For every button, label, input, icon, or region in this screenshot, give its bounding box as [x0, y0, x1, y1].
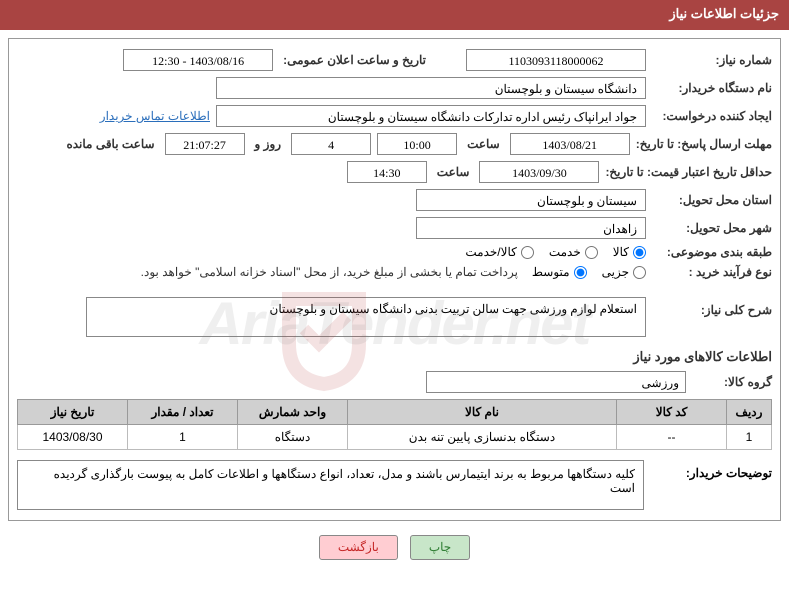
reply-time: 10:00	[377, 133, 457, 155]
buyer-label: نام دستگاه خریدار:	[652, 81, 772, 95]
radio-medium-input[interactable]	[574, 266, 587, 279]
reply-deadline-label: مهلت ارسال پاسخ: تا تاریخ:	[636, 137, 772, 151]
th-code: کد کالا	[617, 400, 727, 425]
radio-both[interactable]: کالا/خدمت	[465, 245, 533, 259]
radio-both-input[interactable]	[521, 246, 534, 259]
radio-partial[interactable]: جزیی	[602, 265, 646, 279]
back-button[interactable]: بازگشت	[319, 535, 398, 560]
radio-medium-label: متوسط	[532, 265, 570, 279]
validity-label: حداقل تاریخ اعتبار قیمت: تا تاریخ:	[605, 165, 772, 179]
row-process: نوع فرآیند خرید : جزیی متوسط پرداخت تمام…	[17, 265, 772, 279]
validity-time: 14:30	[347, 161, 427, 183]
th-name: نام کالا	[348, 400, 617, 425]
radio-partial-input[interactable]	[633, 266, 646, 279]
time-label-2: ساعت	[433, 165, 474, 179]
announce-value: 1403/08/16 - 12:30	[123, 49, 273, 71]
radio-service[interactable]: خدمت	[549, 245, 598, 259]
province-value: سیستان و بلوچستان	[416, 189, 646, 211]
category-label: طبقه بندی موضوعی:	[652, 245, 772, 259]
row-summary: شرح کلی نیاز: استعلام لوازم ورزشی جهت سا…	[17, 297, 772, 337]
radio-goods-label: کالا	[613, 245, 629, 259]
validity-date: 1403/09/30	[479, 161, 599, 183]
outer-container: AriaTender.net شماره نیاز: 1103093118000…	[0, 28, 789, 568]
group-label: گروه کالا:	[692, 375, 772, 389]
table-row: 1 -- دستگاه بدنسازی پایین تنه بدن دستگاه…	[18, 425, 772, 450]
items-section-header: اطلاعات کالاهای مورد نیاز	[17, 349, 772, 365]
page-title: جزئیات اطلاعات نیاز	[669, 6, 779, 21]
buyer-value: دانشگاه سیستان و بلوچستان	[216, 77, 646, 99]
row-buyer: نام دستگاه خریدار: دانشگاه سیستان و بلوچ…	[17, 77, 772, 99]
need-no-label: شماره نیاز:	[652, 53, 772, 67]
row-notes: توضیحات خریدار: کلیه دستگاهها مربوط به ب…	[17, 460, 772, 510]
days-and-label: روز و	[251, 137, 286, 151]
td-qty: 1	[128, 425, 238, 450]
remaining-label: ساعت باقی مانده	[62, 137, 158, 151]
province-label: استان محل تحویل:	[652, 193, 772, 207]
page-header: جزئیات اطلاعات نیاز	[0, 0, 789, 28]
radio-goods[interactable]: کالا	[613, 245, 646, 259]
row-need-number: شماره نیاز: 1103093118000062 تاریخ و ساع…	[17, 49, 772, 71]
row-validity: حداقل تاریخ اعتبار قیمت: تا تاریخ: 1403/…	[17, 161, 772, 183]
radio-goods-input[interactable]	[633, 246, 646, 259]
radio-service-input[interactable]	[585, 246, 598, 259]
radio-both-label: کالا/خدمت	[465, 245, 516, 259]
th-date: تاریخ نیاز	[18, 400, 128, 425]
button-row: چاپ بازگشت	[8, 535, 781, 560]
table-header-row: ردیف کد کالا نام کالا واحد شمارش تعداد /…	[18, 400, 772, 425]
radio-service-label: خدمت	[549, 245, 581, 259]
notes-value: کلیه دستگاهها مربوط به برند ایتیمارس باش…	[17, 460, 644, 510]
row-city: شهر محل تحویل: زاهدان	[17, 217, 772, 239]
radio-medium[interactable]: متوسط	[532, 265, 587, 279]
main-panel: AriaTender.net شماره نیاز: 1103093118000…	[8, 38, 781, 521]
items-table: ردیف کد کالا نام کالا واحد شمارش تعداد /…	[17, 399, 772, 450]
row-group: گروه کالا: ورزشی	[17, 371, 772, 393]
requester-value: جواد ایرانپاک رئیس اداره تدارکات دانشگاه…	[216, 105, 646, 127]
announce-label: تاریخ و ساعت اعلان عمومی:	[279, 53, 430, 67]
city-value: زاهدان	[416, 217, 646, 239]
reply-date: 1403/08/21	[510, 133, 630, 155]
contact-link[interactable]: اطلاعات تماس خریدار	[100, 109, 210, 123]
process-radio-group: جزیی متوسط	[532, 265, 646, 279]
process-note: پرداخت تمام یا بخشی از مبلغ خرید، از محل…	[141, 265, 518, 279]
summary-label: شرح کلی نیاز:	[652, 297, 772, 317]
td-date: 1403/08/30	[18, 425, 128, 450]
td-code: --	[617, 425, 727, 450]
print-button[interactable]: چاپ	[410, 535, 470, 560]
row-province: استان محل تحویل: سیستان و بلوچستان	[17, 189, 772, 211]
row-category: طبقه بندی موضوعی: کالا خدمت کالا/خدمت	[17, 245, 772, 259]
th-qty: تعداد / مقدار	[128, 400, 238, 425]
time-label-1: ساعت	[463, 137, 504, 151]
row-reply-deadline: مهلت ارسال پاسخ: تا تاریخ: 1403/08/21 سا…	[17, 133, 772, 155]
group-value: ورزشی	[426, 371, 686, 393]
summary-value: استعلام لوازم ورزشی جهت سالن تربیت بدنی …	[86, 297, 646, 337]
td-unit: دستگاه	[238, 425, 348, 450]
need-no-value: 1103093118000062	[466, 49, 646, 71]
radio-partial-label: جزیی	[602, 265, 629, 279]
category-radio-group: کالا خدمت کالا/خدمت	[465, 245, 646, 259]
days-count: 4	[291, 133, 371, 155]
city-label: شهر محل تحویل:	[652, 221, 772, 235]
th-unit: واحد شمارش	[238, 400, 348, 425]
notes-label: توضیحات خریدار:	[652, 460, 772, 480]
requester-label: ایجاد کننده درخواست:	[652, 109, 772, 123]
td-row: 1	[727, 425, 772, 450]
th-row: ردیف	[727, 400, 772, 425]
process-label: نوع فرآیند خرید :	[652, 265, 772, 279]
countdown: 21:07:27	[165, 133, 245, 155]
row-requester: ایجاد کننده درخواست: جواد ایرانپاک رئیس …	[17, 105, 772, 127]
td-name: دستگاه بدنسازی پایین تنه بدن	[348, 425, 617, 450]
